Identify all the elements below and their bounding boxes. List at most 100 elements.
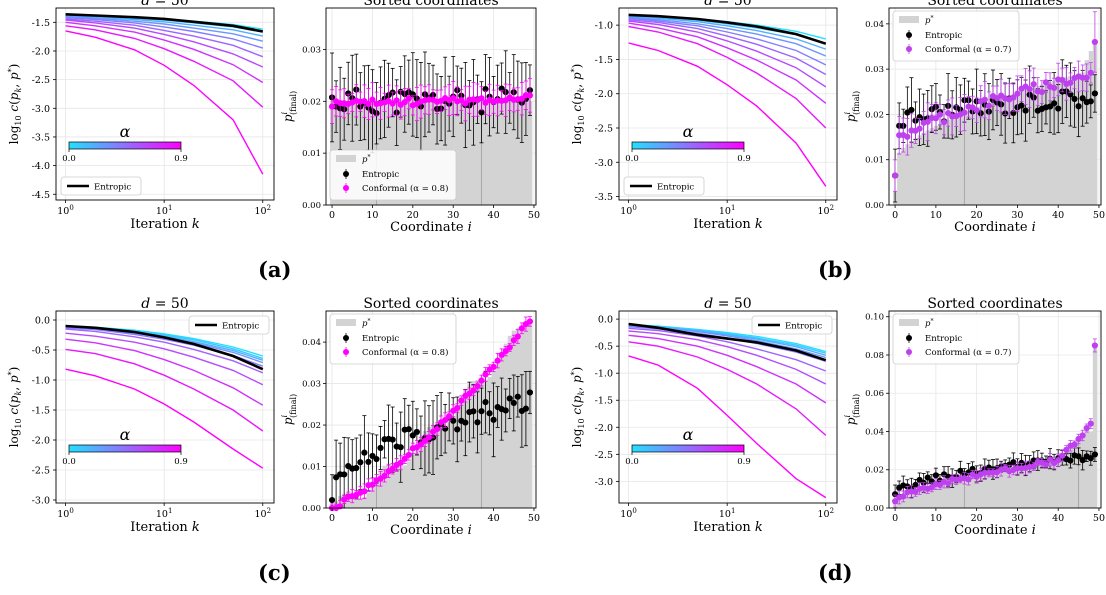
bar-p-star — [451, 416, 456, 508]
plot-frame — [618, 7, 838, 201]
text-part: Iteration — [693, 520, 755, 535]
text-part: 2 — [830, 204, 834, 212]
bar-p-star — [495, 101, 501, 205]
y-axis-label: log10 c(pk, p*) — [7, 64, 23, 145]
text-part: p — [362, 155, 368, 165]
x-tick-label: 10 — [366, 210, 378, 221]
legend-label-entropic: Entropic — [222, 322, 259, 332]
text-part: = 50 — [713, 0, 751, 9]
text-part: p — [281, 417, 295, 425]
y-axis-label: log10 c(pk, p*) — [570, 367, 586, 448]
conformal-point — [1063, 446, 1070, 453]
x-tick-label: 20 — [407, 513, 419, 524]
text-part: ( — [570, 100, 584, 105]
x-tick-label: 50 — [1093, 210, 1105, 221]
x-tick-label: 0 — [329, 513, 335, 524]
series-line-alpha-0.9 — [65, 30, 264, 175]
conformal-point — [1087, 420, 1094, 427]
text-part: log — [7, 125, 21, 144]
text-part: 10 — [14, 418, 23, 428]
text-part: 2 — [267, 204, 271, 212]
conformal-point — [961, 109, 968, 116]
bar-p-star — [958, 479, 963, 508]
text-part: c — [7, 105, 21, 116]
y-tick-label: 0.0 — [35, 316, 50, 327]
legend-label-conformal: Conformal (α = 0.8) — [362, 347, 448, 358]
series-line-alpha-0.7 — [628, 334, 827, 404]
text-part: = 50 — [713, 296, 751, 312]
entropic-point — [454, 426, 461, 433]
conformal-point — [369, 481, 376, 488]
y-tick-label: 0.00 — [302, 504, 321, 514]
text-part: p — [570, 375, 584, 383]
bar-p-star — [1048, 461, 1053, 508]
bar-p-star — [503, 101, 509, 205]
conformal-point — [494, 357, 501, 364]
text-part: 10 — [719, 509, 731, 520]
x-tick-label: 0 — [892, 513, 898, 524]
x-tick-label: 102 — [817, 204, 834, 217]
series-line-alpha-0.9 — [628, 42, 827, 187]
x-tick-label: 10 — [930, 513, 942, 524]
text-part: p — [281, 114, 295, 122]
series-line-alpha-0.4 — [65, 17, 264, 49]
bar-p-star — [995, 99, 1000, 205]
bar-p-star — [990, 101, 996, 205]
bar-p-star — [515, 101, 521, 205]
legend-marker-conformal — [343, 185, 349, 191]
x-tick-label: 30 — [447, 210, 459, 221]
bar-p-star — [905, 493, 910, 508]
legend-marker-entropic — [906, 32, 912, 38]
conformal-point — [1083, 424, 1090, 432]
entropic-point — [462, 419, 469, 426]
conformal-point — [405, 451, 412, 459]
bar-p-star — [937, 484, 943, 508]
text-part: ) — [7, 64, 21, 69]
bar-p-star — [1019, 91, 1024, 205]
bar-p-star — [970, 109, 976, 205]
bar-p-star — [1080, 433, 1086, 508]
colorbar-symbol: α — [683, 425, 694, 444]
bar-p-star — [487, 377, 492, 508]
legend-label-entropic: Entropic — [657, 183, 694, 193]
conformal-point — [945, 109, 952, 117]
y-tick-label: -4.0 — [32, 161, 50, 172]
conformal-point — [1055, 457, 1062, 464]
text-part: p — [362, 319, 368, 329]
bar-p-star — [1043, 462, 1049, 508]
text-part: 10 — [817, 206, 829, 217]
bar-p-star — [1023, 89, 1029, 205]
y-tick-label: -3.5 — [32, 132, 50, 143]
conformal-point — [1059, 452, 1066, 459]
series-line-alpha-0.6 — [628, 330, 827, 385]
text-part: ( — [7, 403, 21, 408]
conformal-point — [506, 344, 513, 351]
plot-frame — [55, 310, 275, 504]
entropic-point — [405, 426, 412, 433]
bar-p-star — [507, 335, 513, 508]
y-tick-label: 0.06 — [865, 389, 884, 399]
conformal-point — [405, 95, 412, 102]
entropic-point — [413, 428, 420, 436]
bar-p-star — [439, 426, 444, 508]
colorbar — [631, 141, 745, 150]
entropic-point — [1051, 100, 1058, 107]
x-tick-label: 100 — [57, 204, 74, 217]
series-line-alpha-0.7 — [628, 22, 827, 104]
bar-p-star — [1035, 464, 1041, 508]
text-part: i — [843, 111, 852, 114]
text-part: 10 — [57, 206, 69, 217]
plot-title: Sorted coordinates — [927, 296, 1062, 312]
bar-p-star — [463, 101, 468, 205]
entropic-point — [365, 458, 372, 465]
entropic-point — [345, 90, 352, 97]
conformal-point — [1087, 69, 1094, 76]
legend-label-entropic: Entropic — [362, 170, 399, 180]
entropic-point — [474, 419, 481, 426]
text-part: Iteration — [693, 217, 755, 232]
text-part: * — [930, 15, 933, 22]
plot-frame — [888, 310, 1102, 509]
conformal-point — [1038, 88, 1045, 96]
conformal-point — [1059, 76, 1066, 84]
